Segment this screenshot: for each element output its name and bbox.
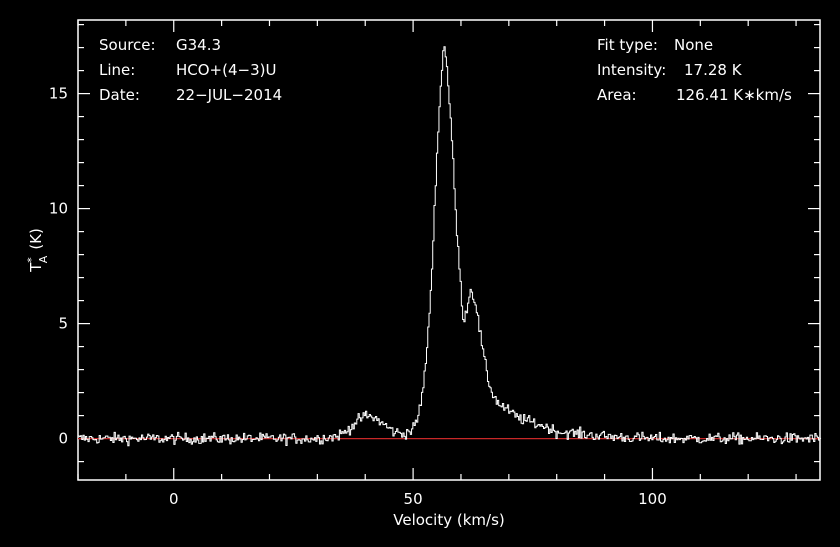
info-area-value: 126.41 K∗km/s [676, 86, 792, 104]
x-tick-label: 50 [404, 490, 423, 508]
y-tick-label: 0 [58, 430, 68, 448]
info-date-key: Date: [99, 86, 140, 104]
y-label-main: T [27, 262, 45, 273]
y-axis-label: T*A (K) [25, 228, 50, 273]
x-tick-label: 0 [169, 490, 179, 508]
y-label-sub: A [37, 255, 50, 263]
y-label-sup: * [25, 257, 38, 263]
info-fittype-key: Fit type: [597, 36, 658, 54]
info-source-value: G34.3 [176, 36, 221, 54]
info-fittype-value: None [674, 36, 713, 54]
info-intensity-key: Intensity: [597, 61, 666, 79]
info-date-value: 22−JUL−2014 [176, 86, 282, 104]
plot-frame [77, 19, 821, 481]
info-intensity-value: 17.28 K [684, 61, 743, 79]
x-axis-label: Velocity (km/s) [393, 511, 504, 529]
info-line-key: Line: [99, 61, 135, 79]
y-tick-label: 15 [49, 85, 68, 103]
spectrum-series-line [78, 46, 822, 447]
info-line-value: HCO+(4−3)U [176, 61, 276, 79]
y-axis-label-text: T*A (K) [25, 228, 50, 273]
y-tick-label: 10 [49, 200, 68, 218]
info-area-key: Area: [597, 86, 637, 104]
x-tick-label: 100 [638, 490, 667, 508]
y-tick-label: 5 [58, 315, 68, 333]
info-source-key: Source: [99, 36, 156, 54]
y-label-unit: (K) [27, 228, 45, 250]
